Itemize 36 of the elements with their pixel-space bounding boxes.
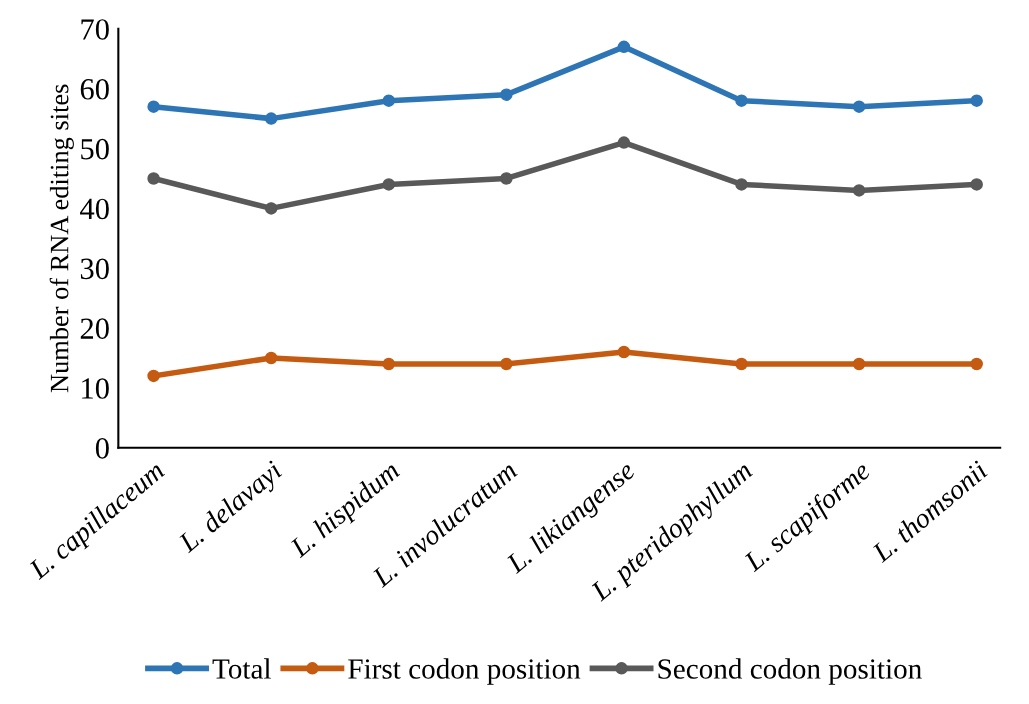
y-tick-label: 30	[80, 258, 109, 280]
point	[970, 357, 983, 371]
point	[382, 357, 396, 371]
legend-label: Second codon position	[658, 658, 922, 685]
point	[382, 178, 396, 191]
point	[147, 369, 160, 383]
point	[500, 357, 513, 371]
y-tick-label: 70	[81, 19, 109, 40]
point	[852, 357, 866, 371]
point	[617, 40, 631, 54]
point	[617, 345, 631, 359]
point	[852, 100, 866, 113]
point	[500, 88, 513, 101]
y-tick-label: 50	[81, 138, 109, 160]
point	[147, 172, 160, 185]
point	[147, 100, 160, 113]
point	[970, 178, 983, 191]
point	[735, 357, 748, 371]
y-axis-title: Number of RNA editing sites	[49, 84, 74, 393]
point	[382, 94, 396, 107]
legend-label: First codon position	[348, 658, 581, 685]
point	[500, 172, 513, 185]
y-tick-label: 60	[80, 78, 109, 100]
point	[970, 94, 983, 107]
y-tick-label: 10	[82, 378, 109, 399]
point	[852, 184, 866, 197]
point	[264, 112, 278, 125]
y-tick-label: 20	[80, 318, 109, 339]
point	[735, 94, 748, 107]
legend-label: Total	[212, 658, 271, 679]
y-tick-label: 0	[95, 438, 109, 459]
point	[264, 351, 278, 365]
point	[735, 178, 748, 191]
point	[264, 202, 278, 215]
point	[617, 136, 631, 149]
y-tick-label: 40	[80, 198, 109, 220]
